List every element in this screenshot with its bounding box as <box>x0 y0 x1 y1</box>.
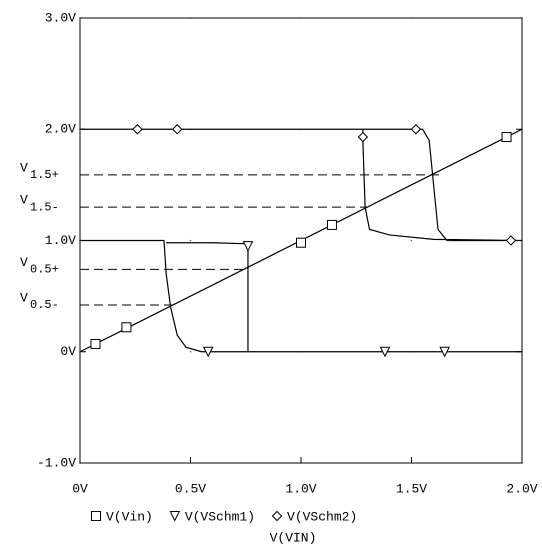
legend-symbol <box>271 510 283 522</box>
grid-dot <box>189 239 192 242</box>
marker <box>121 322 132 333</box>
y-tick-label: 2.0V <box>45 122 76 137</box>
marker <box>501 132 512 143</box>
y-tick-label: 3.0V <box>45 10 76 25</box>
legend-symbol <box>91 511 101 521</box>
marker <box>242 241 254 252</box>
grid-dot <box>189 350 192 353</box>
x-tick-label: 1.5V <box>396 481 427 496</box>
reference-label: V <box>20 290 28 305</box>
marker <box>296 237 306 248</box>
y-tick-label: 1.0V <box>45 233 76 248</box>
series-line <box>80 239 522 353</box>
legend-label: V(VSchm2) <box>287 509 357 524</box>
marker <box>357 131 369 143</box>
reference-subscript: 0.5- <box>30 298 59 312</box>
legend-label: V(VSchm1) <box>185 509 255 524</box>
marker <box>132 124 143 135</box>
marker <box>505 235 517 246</box>
x-axis-title: V(VIN) <box>270 530 317 545</box>
marker <box>379 346 391 358</box>
marker <box>326 219 337 230</box>
legend-symbol <box>169 511 181 522</box>
reference-label: V <box>20 193 28 208</box>
y-tick-label: 0V <box>60 344 76 359</box>
grid-dot <box>410 239 413 242</box>
legend-label: V(Vin) <box>106 509 153 524</box>
marker <box>439 346 450 358</box>
marker <box>410 124 422 135</box>
reference-label: V <box>20 160 28 175</box>
series-line <box>80 128 523 242</box>
reference-subscript: 0.5+ <box>30 263 59 277</box>
reference-subscript: 1.5- <box>30 200 59 214</box>
marker <box>202 346 214 358</box>
reference-label: V <box>20 255 28 270</box>
x-tick-label: 0.5V <box>175 481 206 496</box>
x-tick-label: 0V <box>72 481 88 496</box>
reference-subscript: 1.5+ <box>30 168 59 182</box>
marker <box>90 338 101 349</box>
y-tick-label: -1.0V <box>37 455 76 470</box>
x-tick-label: 1.0V <box>285 481 316 496</box>
marker <box>172 124 183 135</box>
x-tick-label: 2.0V <box>506 481 537 496</box>
